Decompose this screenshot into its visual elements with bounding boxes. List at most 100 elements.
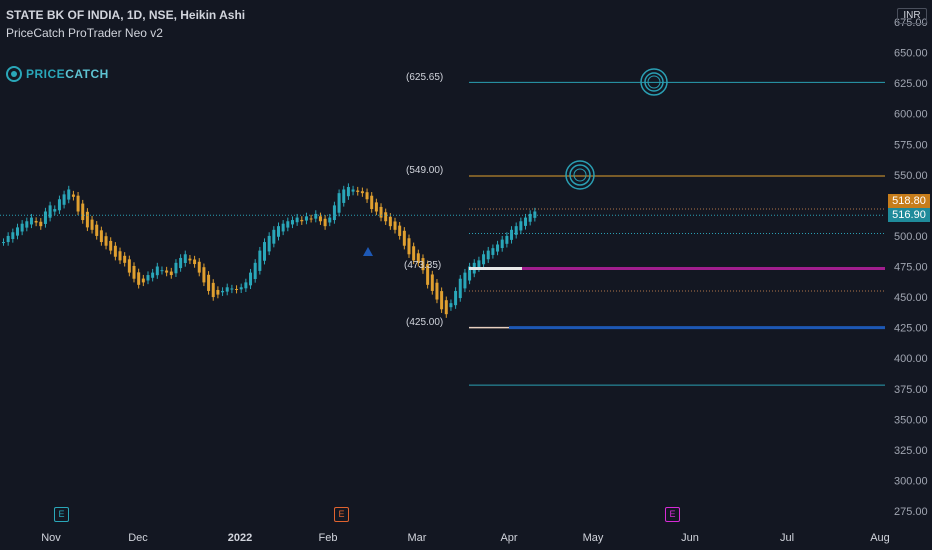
candle-body — [510, 229, 514, 240]
price-axis-label: 325.00 — [894, 445, 928, 457]
candle-body — [202, 267, 206, 283]
candle-body — [188, 258, 192, 261]
time-axis-label: Aug — [870, 532, 890, 544]
time-axis-label: 2022 — [228, 532, 252, 544]
candle-body — [407, 238, 411, 255]
candle-body — [300, 219, 304, 222]
candle-body — [99, 230, 103, 243]
candle-body — [11, 232, 15, 239]
candle-body — [53, 209, 57, 212]
candle-body — [207, 274, 211, 291]
signal-triangle-icon — [363, 247, 373, 256]
candle-body — [95, 224, 99, 236]
candle-body — [146, 275, 150, 281]
candle-body — [351, 189, 355, 192]
price-badge-last: 516.90 — [888, 208, 930, 222]
candle-body — [416, 253, 420, 263]
time-axis-label: Jun — [681, 532, 699, 544]
candle-body — [197, 261, 201, 273]
candle-body — [314, 213, 318, 219]
candle-body — [253, 262, 257, 279]
candle-body — [165, 270, 169, 273]
candle-body — [179, 257, 183, 269]
candle-body — [533, 211, 537, 218]
candle-body — [458, 278, 462, 299]
candle-body — [337, 193, 341, 213]
price-axis-label: 550.00 — [894, 170, 928, 182]
candle-body — [370, 195, 374, 210]
candle-body — [183, 254, 187, 264]
price-axis-label: 625.00 — [894, 78, 928, 90]
candle-body — [384, 212, 388, 222]
candle-body — [328, 217, 332, 223]
level-label-mid: (549.00) — [406, 165, 443, 176]
candle-body — [388, 216, 392, 227]
candle-body — [151, 272, 155, 278]
candle-body — [323, 218, 327, 227]
candle-body — [477, 260, 481, 269]
time-axis-label: Apr — [500, 532, 517, 544]
indicator-name[interactable]: PriceCatch ProTrader Neo v2 — [6, 26, 163, 40]
candle-body — [412, 246, 416, 261]
candle-body — [48, 205, 52, 218]
candle-body — [104, 236, 108, 246]
symbol-title[interactable]: STATE BK OF INDIA, 1D, NSE, Heikin Ashi — [6, 8, 246, 22]
time-axis-label: Nov — [41, 532, 61, 544]
earnings-icon[interactable]: E — [334, 507, 349, 522]
candle-body — [141, 278, 145, 283]
level-label-low: (425.00) — [406, 317, 443, 328]
candle-body — [295, 217, 299, 223]
time-axis-label: May — [583, 532, 604, 544]
currency-label[interactable]: INR — [897, 8, 927, 24]
candle-body — [123, 255, 127, 263]
earnings-icon[interactable]: E — [665, 507, 680, 522]
candle-body — [360, 191, 364, 194]
price-axis-label: 650.00 — [894, 48, 928, 60]
time-axis-label: Feb — [319, 532, 338, 544]
candle-body — [379, 206, 383, 218]
candle-body — [393, 221, 397, 230]
price-axis-label: 350.00 — [894, 414, 928, 426]
earnings-icon[interactable]: E — [54, 507, 69, 522]
candle-body — [374, 202, 378, 212]
candle-body — [496, 244, 500, 252]
logo-text-a: PRICE — [26, 67, 66, 81]
candle-body — [81, 203, 85, 221]
candle-body — [230, 288, 234, 290]
candle-body — [519, 221, 523, 231]
candle-body — [486, 250, 490, 260]
price-axis-label: 400.00 — [894, 353, 928, 365]
candle-body — [491, 248, 495, 255]
candle-body — [528, 213, 532, 222]
candle-body — [272, 229, 276, 244]
candle-body — [244, 282, 248, 289]
candle-body — [440, 291, 444, 310]
candle-body — [29, 217, 33, 225]
candle-body — [239, 287, 243, 290]
price-axis-label: 575.00 — [894, 139, 928, 151]
candle-body — [430, 274, 434, 291]
candle-body — [263, 242, 267, 261]
candle-body — [62, 194, 66, 205]
pricecatch-logo-icon — [6, 66, 22, 82]
candle-body — [281, 223, 285, 232]
candle-body — [57, 199, 61, 211]
price-axis-label: 300.00 — [894, 475, 928, 487]
candle-body — [20, 223, 24, 232]
candle-body — [211, 282, 215, 298]
target-circle-icon — [640, 68, 668, 96]
candle-body — [356, 190, 360, 192]
candle-body — [304, 216, 308, 221]
time-axis-label: Jul — [780, 532, 794, 544]
candle-body — [342, 189, 346, 203]
price-axis-label: 275.00 — [894, 506, 928, 518]
candle-body — [365, 192, 369, 200]
time-axis-label: Mar — [408, 532, 427, 544]
candle-body — [67, 189, 71, 200]
price-axis-label: 450.00 — [894, 292, 928, 304]
price-axis-label: 375.00 — [894, 384, 928, 396]
candle-body — [39, 221, 43, 227]
candle-body — [500, 239, 504, 249]
candle-body — [2, 242, 5, 244]
